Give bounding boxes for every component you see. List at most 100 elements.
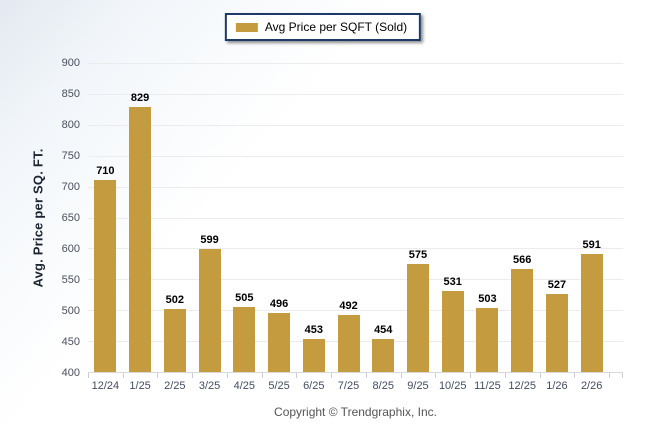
y-tick-label: 400 bbox=[61, 367, 80, 379]
bar bbox=[406, 263, 429, 372]
bar-slot: 566 12/25 bbox=[505, 63, 540, 392]
bar-slot: 591 2/26 bbox=[574, 63, 609, 392]
bar-slot: 829 1/25 bbox=[123, 63, 158, 392]
gridline bbox=[88, 155, 623, 157]
bar bbox=[163, 308, 186, 372]
legend-label: Avg Price per SQFT (Sold) bbox=[264, 20, 408, 34]
x-axis-tick bbox=[470, 373, 472, 378]
x-axis-tick bbox=[157, 373, 159, 378]
bar-value-label: 454 bbox=[374, 323, 393, 336]
x-tick-label: 3/25 bbox=[198, 380, 221, 392]
y-tick-label: 600 bbox=[61, 243, 80, 255]
plot-area: 710 12/24 829 1/25 502 2/25 599 3/25 505 4/25 496 5… bbox=[88, 63, 623, 392]
bar-value-label: 527 bbox=[547, 278, 567, 291]
y-tick-label: 750 bbox=[61, 150, 80, 162]
bar bbox=[545, 293, 568, 372]
bar-slot: 505 4/25 bbox=[227, 63, 262, 392]
bar-value-label: 566 bbox=[513, 254, 532, 267]
gridline bbox=[88, 93, 623, 95]
x-axis-tick bbox=[122, 373, 124, 378]
bar-value-label: 575 bbox=[408, 248, 428, 261]
x-tick-label: 12/24 bbox=[91, 380, 120, 392]
x-tick-label: 1/26 bbox=[546, 380, 568, 392]
x-axis-tick bbox=[622, 373, 623, 378]
bar bbox=[94, 180, 117, 372]
bar-slot: 503 11/25 bbox=[470, 63, 505, 392]
x-tick-label: 7/25 bbox=[337, 380, 360, 392]
bar-slot: 502 2/25 bbox=[157, 63, 192, 392]
x-axis-tick bbox=[365, 373, 367, 378]
bar bbox=[129, 106, 152, 372]
gridline bbox=[88, 248, 623, 250]
x-axis-tick bbox=[609, 373, 610, 378]
x-tick-label: 1/25 bbox=[129, 380, 151, 392]
bar bbox=[441, 291, 464, 372]
y-tick-label: 850 bbox=[61, 88, 80, 100]
bar-value-label: 505 bbox=[235, 292, 254, 305]
gridline bbox=[88, 279, 623, 281]
bars-row: 710 12/24 829 1/25 502 2/25 599 3/25 505 4/25 496 5… bbox=[88, 63, 609, 392]
x-axis-tick bbox=[331, 373, 333, 378]
y-tick-label: 450 bbox=[61, 336, 80, 348]
x-tick-label: 6/25 bbox=[303, 380, 325, 392]
bar-slot: 496 5/25 bbox=[262, 63, 297, 392]
bar-slot: 492 7/25 bbox=[331, 63, 366, 392]
bar bbox=[337, 315, 360, 372]
bar-value-label: 591 bbox=[582, 238, 601, 251]
bar-slot: 454 8/25 bbox=[366, 63, 401, 392]
bar bbox=[511, 269, 534, 372]
y-tick-label: 500 bbox=[61, 305, 80, 317]
legend: Avg Price per SQFT (Sold) bbox=[224, 13, 422, 41]
x-tick-label: 9/25 bbox=[407, 380, 429, 392]
x-axis-tick bbox=[504, 373, 506, 378]
x-axis-tick bbox=[435, 373, 437, 378]
x-tick-label: 4/25 bbox=[233, 380, 256, 392]
x-tick-label: 2/26 bbox=[580, 380, 603, 392]
x-axis-tick bbox=[296, 373, 298, 378]
x-axis-tick bbox=[574, 373, 576, 378]
bar-value-label: 496 bbox=[269, 297, 289, 310]
bar bbox=[580, 253, 603, 372]
bar-slot: 527 1/26 bbox=[540, 63, 575, 392]
bar-value-label: 492 bbox=[339, 300, 358, 313]
bar bbox=[233, 307, 256, 372]
gridline bbox=[88, 217, 623, 219]
bar-value-label: 710 bbox=[96, 165, 115, 178]
y-tick-label: 700 bbox=[61, 181, 80, 193]
bar-value-label: 531 bbox=[443, 276, 462, 289]
bar-value-label: 503 bbox=[478, 293, 497, 306]
x-axis-tick bbox=[400, 373, 402, 378]
y-tick-label: 800 bbox=[61, 119, 80, 131]
gridline bbox=[88, 310, 623, 312]
x-tick-label: 10/25 bbox=[438, 380, 467, 392]
bar bbox=[268, 312, 291, 372]
x-tick-label: 5/25 bbox=[268, 380, 290, 392]
bar bbox=[476, 308, 499, 372]
y-axis-title: Avg. Price per SQ. FT. bbox=[30, 148, 46, 288]
x-axis-tick bbox=[192, 373, 194, 378]
bar-slot: 453 6/25 bbox=[296, 63, 331, 392]
legend-swatch-icon bbox=[235, 22, 258, 32]
gridline bbox=[88, 124, 623, 126]
x-axis-tick bbox=[88, 373, 89, 378]
gridline bbox=[88, 186, 623, 188]
x-axis-tick bbox=[539, 373, 541, 378]
y-axis: 900 850 800 750 700 650 600 550 500 450 400 bbox=[46, 57, 80, 379]
bar-value-label: 453 bbox=[304, 324, 323, 337]
bar-slot: 575 9/25 bbox=[401, 63, 436, 392]
y-tick-label: 900 bbox=[61, 57, 80, 69]
bar bbox=[302, 339, 325, 372]
x-tick-label: 11/25 bbox=[474, 380, 501, 392]
bar-value-label: 829 bbox=[130, 91, 150, 104]
x-tick-label: 12/25 bbox=[508, 380, 536, 392]
y-tick-label: 550 bbox=[61, 274, 80, 286]
x-axis-tick bbox=[261, 373, 263, 378]
bar-slot: 710 12/24 bbox=[88, 63, 123, 392]
bar bbox=[198, 249, 221, 372]
bar-value-label: 599 bbox=[200, 234, 219, 247]
copyright-text: Copyright © Trendgraphix, Inc. bbox=[274, 405, 437, 419]
x-tick-label: 8/25 bbox=[372, 380, 394, 392]
y-tick-label: 650 bbox=[61, 212, 80, 224]
bar-value-label: 502 bbox=[165, 293, 185, 306]
x-tick-label: 2/25 bbox=[164, 380, 186, 392]
